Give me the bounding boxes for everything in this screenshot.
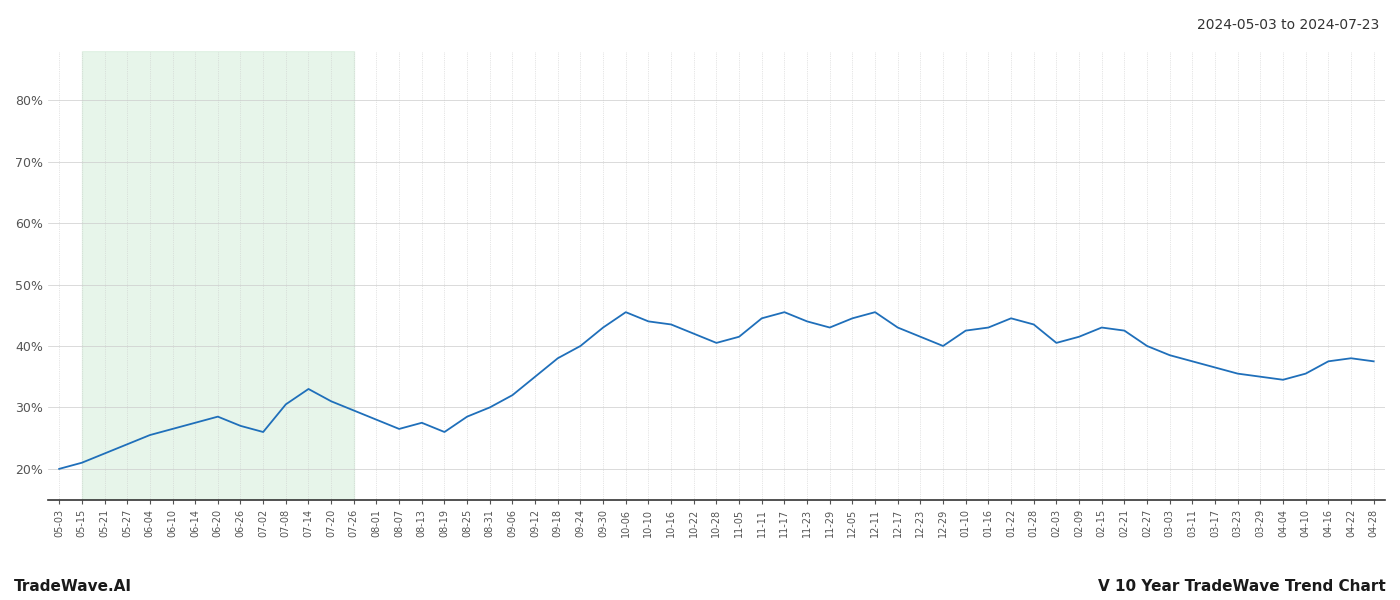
Bar [81, 51, 354, 500]
Text: 2024-05-03 to 2024-07-23: 2024-05-03 to 2024-07-23 [1197, 18, 1379, 32]
Text: TradeWave.AI: TradeWave.AI [14, 579, 132, 594]
Text: V 10 Year TradeWave Trend Chart: V 10 Year TradeWave Trend Chart [1098, 579, 1386, 594]
